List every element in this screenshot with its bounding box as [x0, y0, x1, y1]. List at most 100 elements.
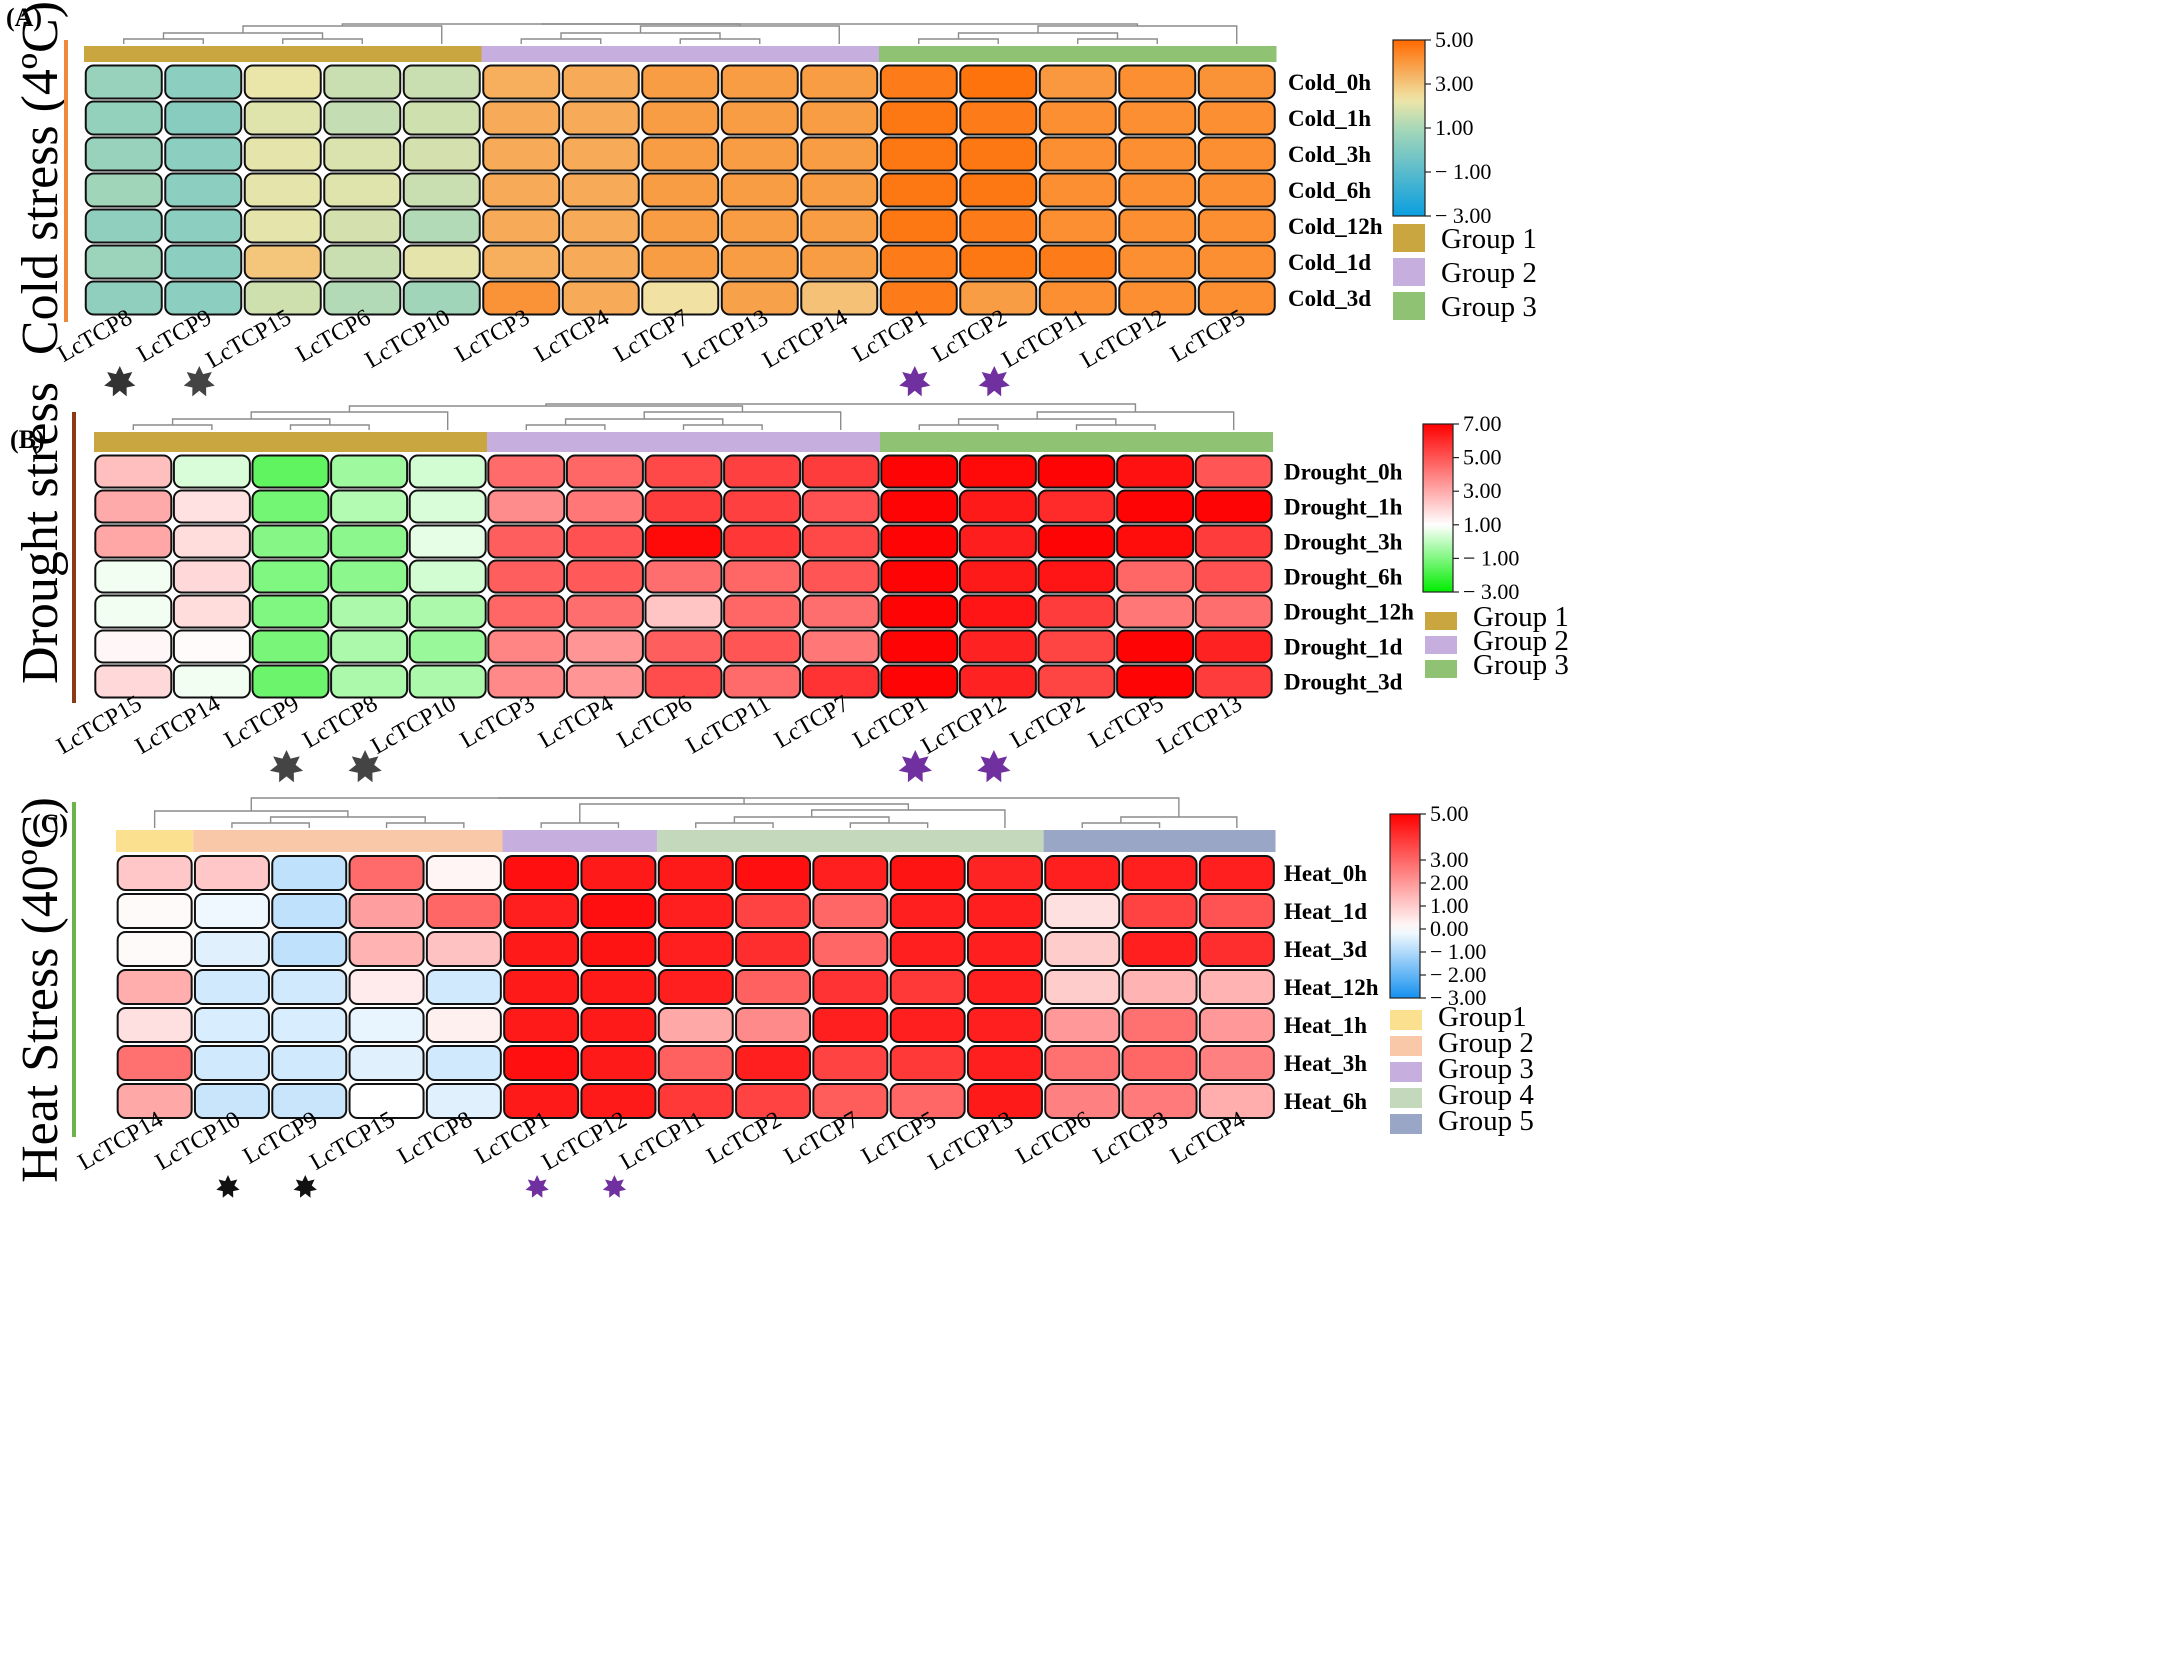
column-label: LcTCP4	[534, 691, 617, 754]
heatmap-cell	[271, 969, 348, 1005]
heatmap-cell	[720, 136, 799, 172]
legend-label: Group 3	[1473, 649, 1569, 681]
heatmap-cell	[561, 244, 640, 280]
dendrogram-branch	[564, 418, 724, 425]
heatmap-cell	[84, 100, 163, 136]
heatmap-cell	[330, 664, 409, 699]
heatmap-cell	[330, 454, 409, 489]
heatmap-cell	[1044, 1045, 1121, 1081]
heatmap-cell	[348, 931, 425, 967]
heatmap-cell	[966, 1045, 1043, 1081]
heatmap-cell	[1121, 1007, 1198, 1043]
heatmap-cell	[580, 969, 657, 1005]
heatmap-cell	[425, 1083, 502, 1119]
heatmap-cell	[323, 64, 402, 100]
marker-star	[978, 366, 1010, 397]
heatmap-cell	[641, 280, 720, 316]
heatmap-cell	[723, 559, 802, 594]
heatmap-cell	[966, 969, 1043, 1005]
heatmap-cell	[116, 855, 193, 891]
heatmap-cell	[889, 893, 966, 929]
heatmap-cell	[425, 893, 502, 929]
heatmap-cell	[408, 489, 487, 524]
heatmap-cell	[408, 594, 487, 629]
heatmap-cell	[1116, 664, 1195, 699]
legend-label: Group 4	[1438, 1079, 1534, 1111]
dendrogram-branch	[525, 424, 606, 430]
heatmap-cell	[561, 136, 640, 172]
heatmap-cell	[251, 559, 330, 594]
column-label: LcTCP8	[299, 691, 382, 754]
heatmap-cell	[958, 629, 1037, 664]
heatmap-cell	[348, 855, 425, 891]
colorbar	[1392, 39, 1426, 217]
heatmap-cell	[1198, 1007, 1275, 1043]
heatmap-cell	[402, 280, 481, 316]
heatmap-cell	[1198, 1045, 1275, 1081]
colorbar-tick-label: 1.00	[1430, 893, 1469, 918]
heatmap-cell	[408, 524, 487, 559]
heatmap-cell	[580, 1045, 657, 1081]
heatmap-cell	[1116, 594, 1195, 629]
heatmap-cell	[193, 1007, 270, 1043]
panel-cold: (A)Cold stress (4ºC) Cold_0h Cold_1h Cold_3…	[6, 1, 1537, 397]
heatmap-cell	[323, 136, 402, 172]
heatmap-cell	[172, 664, 251, 699]
dendrogram-branch	[269, 816, 426, 823]
heatmap-cell	[251, 594, 330, 629]
heatmap-cell	[1044, 969, 1121, 1005]
heatmap-cell	[800, 136, 879, 172]
heatmap-cell	[243, 208, 322, 244]
colorbar-tick-label: 1.00	[1463, 512, 1502, 537]
heatmap-cell	[172, 629, 251, 664]
heatmap-cell	[580, 855, 657, 891]
heatmap-cell	[958, 489, 1037, 524]
dendrogram-branch	[682, 424, 763, 430]
colorbar-tick-label: 5.00	[1463, 445, 1502, 470]
dendrogram-branch	[579, 803, 910, 823]
heatmap-cell	[116, 969, 193, 1005]
heatmap-cell	[330, 524, 409, 559]
heatmap-cell	[243, 244, 322, 280]
heatmap-cell	[801, 454, 880, 489]
dendrogram-branch	[132, 424, 213, 430]
heatmap-cell	[657, 931, 734, 967]
heatmap-cell	[800, 244, 879, 280]
heatmap-cell	[94, 524, 173, 559]
dendrogram-branch	[385, 822, 465, 828]
heatmap-cell	[1038, 100, 1117, 136]
colorbar-tick-label: − 3.00	[1463, 579, 1519, 604]
heatmap-cell	[561, 208, 640, 244]
heatmap-cell	[966, 893, 1043, 929]
heatmap-cell	[959, 136, 1038, 172]
heatmap-cell	[879, 208, 958, 244]
heatmap-cell	[657, 1083, 734, 1119]
dendrogram-branch	[1037, 25, 1238, 44]
heatmap-cell	[1037, 454, 1116, 489]
heatmap-cell	[580, 1007, 657, 1043]
row-label: Drought_1h	[1284, 495, 1403, 520]
heatmap-cell	[1194, 559, 1273, 594]
marker-star	[348, 750, 382, 783]
heatmap-cell	[1118, 208, 1197, 244]
legend-label: Group 1	[1441, 223, 1537, 255]
heatmap-cell	[735, 855, 812, 891]
heatmap-cell	[1198, 969, 1275, 1005]
legend-swatch	[1390, 1114, 1422, 1134]
heatmap-cell	[812, 1083, 889, 1119]
row-label: Drought_1d	[1284, 635, 1403, 660]
heatmap-cell	[193, 1045, 270, 1081]
heatmap-cell	[164, 172, 243, 208]
marker-star	[183, 366, 215, 397]
heatmap-cell	[84, 280, 163, 316]
heatmap-cell	[565, 594, 644, 629]
heatmap-cell	[172, 454, 251, 489]
heatmap-cell	[723, 594, 802, 629]
heatmap-cell	[565, 489, 644, 524]
legend-swatch	[1393, 224, 1425, 252]
colorbar-tick-label: 1.00	[1435, 115, 1474, 140]
group-bar	[94, 432, 487, 452]
dendrogram-branch	[171, 418, 331, 425]
colorbar-tick-label: − 1.00	[1435, 159, 1491, 184]
